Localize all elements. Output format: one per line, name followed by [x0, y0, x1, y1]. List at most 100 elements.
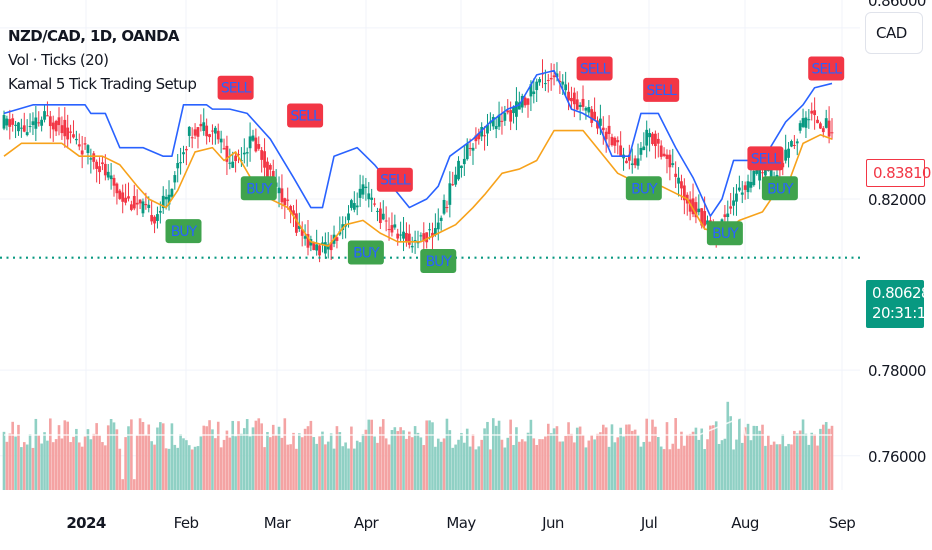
currency-button[interactable]: CAD	[865, 12, 923, 54]
candle-body	[740, 192, 744, 195]
volume-bar	[274, 435, 278, 490]
candle-body	[598, 118, 602, 126]
volume-bar	[312, 437, 316, 490]
sell-signal[interactable]: SELL	[287, 103, 324, 128]
candle-body	[790, 141, 793, 147]
volume-bar	[34, 418, 38, 490]
volume-bar	[573, 442, 576, 490]
candle-body	[150, 215, 154, 222]
volume-bar	[723, 438, 727, 490]
candle-body	[645, 129, 649, 146]
volume-bar	[772, 441, 776, 490]
sell-signal[interactable]: SELL	[808, 56, 845, 81]
candle-body	[454, 174, 458, 185]
volume-bar	[717, 443, 721, 490]
price-scale-area[interactable]	[860, 0, 932, 550]
candle-body	[170, 188, 174, 197]
sell-signal-box	[217, 75, 254, 100]
candle-body	[824, 118, 828, 128]
candle-body	[202, 122, 206, 131]
volume-bar	[593, 439, 596, 490]
volume-bar	[329, 433, 333, 490]
candle-body	[792, 144, 796, 146]
sell-signal-box	[576, 56, 613, 81]
candle-body	[410, 245, 414, 248]
candle-body	[164, 196, 168, 200]
candle-body	[549, 77, 553, 80]
setup-indicator-label[interactable]: Kamal 5 Tick Trading Setup	[8, 75, 197, 93]
volume-bar	[526, 432, 530, 490]
buy-signal[interactable]: BUY	[420, 249, 457, 274]
candle-body	[630, 163, 634, 166]
candle-body	[552, 75, 556, 78]
candle-body	[147, 204, 151, 208]
volume-bar	[784, 446, 787, 490]
candle-body	[512, 106, 515, 114]
buy-signal[interactable]: BUY	[240, 176, 277, 201]
volume-bar	[500, 439, 504, 490]
buy-signal[interactable]: BUY	[165, 219, 202, 244]
candle-body	[373, 203, 376, 205]
candle-body	[677, 177, 680, 184]
buy-signal[interactable]: BUY	[625, 176, 662, 201]
volume-bar	[654, 426, 657, 490]
volume-bar	[300, 437, 304, 490]
volume-bar	[790, 444, 793, 490]
volume-bar	[709, 425, 712, 490]
volume-bar	[520, 439, 524, 490]
buy-signal[interactable]: BUY	[761, 176, 798, 201]
candle-body	[697, 208, 701, 213]
sell-signal-box	[747, 146, 784, 171]
sell-signal[interactable]: SELL	[376, 167, 413, 192]
sell-signal[interactable]: SELL	[747, 146, 784, 171]
candle-body	[352, 203, 356, 210]
volume-bar	[214, 438, 217, 490]
candle-body	[257, 144, 261, 149]
volume-bar	[11, 421, 14, 490]
candle-body	[500, 120, 504, 122]
candle-body	[581, 98, 585, 107]
candle-body	[289, 206, 293, 213]
sell-signal[interactable]: SELL	[643, 77, 680, 102]
sell-signal[interactable]: SELL	[217, 75, 254, 100]
candle-body	[671, 163, 675, 165]
symbol-title[interactable]: NZD/CAD, 1D, OANDA	[8, 27, 180, 45]
volume-bar	[60, 438, 64, 490]
volume-bar	[439, 441, 443, 490]
candle-body	[51, 122, 55, 130]
candle-body	[483, 135, 486, 137]
candle-body	[86, 145, 90, 153]
candle-body	[691, 198, 695, 215]
candle-body	[286, 199, 290, 201]
candle-body	[428, 229, 431, 231]
volume-bar	[474, 449, 478, 490]
candle-body	[260, 150, 264, 160]
buy-signal[interactable]: BUY	[706, 221, 743, 246]
volume-bar	[755, 425, 759, 490]
volume-bar	[22, 442, 26, 490]
volume-bar	[668, 449, 672, 490]
volume-bar	[344, 442, 347, 490]
candle-body	[625, 160, 628, 164]
volume-bar	[54, 439, 58, 490]
sell-signal[interactable]: SELL	[576, 56, 613, 81]
volume-bar	[822, 424, 825, 490]
volume-bar	[167, 448, 171, 490]
volume-bar	[63, 420, 67, 490]
volume-bar	[460, 433, 463, 490]
volume-indicator-label[interactable]: Vol · Ticks (20)	[8, 51, 109, 69]
volume-bar	[700, 428, 704, 490]
candle-body	[607, 125, 611, 135]
volume-bar	[156, 427, 159, 490]
candle-body	[396, 233, 400, 239]
buy-signal[interactable]: BUY	[347, 240, 384, 265]
candle-body	[419, 235, 423, 237]
candle-body	[156, 214, 159, 221]
volume-bar	[46, 440, 49, 490]
volume-bar	[405, 438, 408, 490]
buy-signal-box	[706, 221, 743, 246]
candle-body	[468, 148, 472, 150]
candle-body	[315, 244, 319, 251]
candle-body	[413, 240, 417, 242]
